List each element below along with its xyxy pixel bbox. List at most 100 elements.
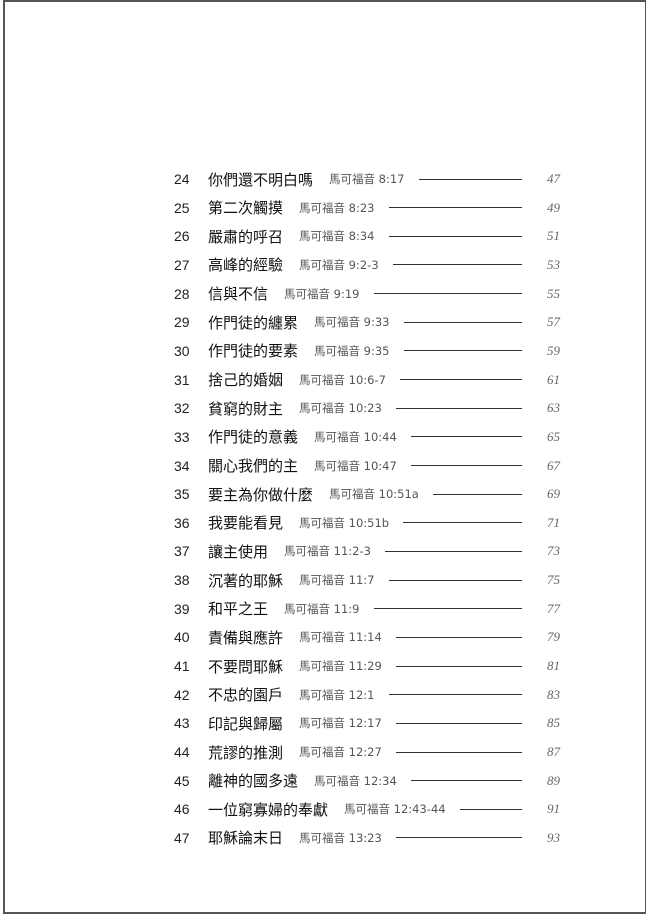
entry-title: 關心我們的主 xyxy=(208,457,299,475)
toc-entry: 34 關心我們的主 馬可福音 10:47 67 xyxy=(174,455,560,477)
entry-title: 不要問耶穌 xyxy=(208,657,284,676)
entry-title: 高峰的經驗 xyxy=(208,256,284,275)
entry-title: 荒謬的推測 xyxy=(208,743,284,762)
leader-line xyxy=(388,235,522,237)
entry-title: 一位窮寡婦的奉獻 xyxy=(208,800,329,819)
page-number: 87 xyxy=(547,744,560,759)
toc-entry: 26 嚴肅的呼召 馬可福音 8:34 51 xyxy=(174,225,560,247)
leader-line xyxy=(459,808,522,810)
leader-line xyxy=(418,178,522,180)
page-number: 53 xyxy=(547,256,560,272)
scripture-reference: 馬可福音 12:1 xyxy=(299,687,375,702)
entry-title: 讓主使用 xyxy=(208,542,269,561)
page-number: 59 xyxy=(547,342,560,358)
entry-number: 41 xyxy=(174,658,190,675)
scripture-reference: 馬可福音 12:17 xyxy=(299,716,382,731)
entry-title: 第二次觸摸 xyxy=(208,199,284,218)
entry-title: 離神的國多遠 xyxy=(208,772,299,791)
toc-entry: 30 作門徒的要素 馬可福音 9:35 59 xyxy=(174,340,560,362)
entry-title: 你們還不明白嗎 xyxy=(208,170,314,189)
page-number: 61 xyxy=(547,371,560,387)
scripture-reference: 馬可福音 11:14 xyxy=(299,630,382,645)
entry-title: 要主為你做什麼 xyxy=(208,485,314,504)
toc-entry: 44 荒謬的推測 馬可福音 12:27 87 xyxy=(174,741,560,763)
scripture-reference: 馬可福音 8:34 xyxy=(299,229,375,244)
page-number: 47 xyxy=(547,171,560,186)
leader-line xyxy=(392,264,522,266)
toc-entry: 29 作門徒的纏累 馬可福音 9:33 57 xyxy=(174,311,560,333)
toc-entry: 40 責備與應許 馬可福音 11:14 79 xyxy=(174,626,560,648)
leader-line xyxy=(403,350,522,352)
entry-title: 信與不信 xyxy=(208,285,269,304)
entry-number: 45 xyxy=(174,772,190,789)
page-number: 91 xyxy=(547,801,560,817)
scripture-reference: 馬可福音 10:47 xyxy=(314,458,397,473)
scripture-reference: 馬可福音 12:34 xyxy=(314,773,397,788)
toc-entry: 41 不要問耶穌 馬可福音 11:29 81 xyxy=(174,655,560,677)
entry-number: 38 xyxy=(174,572,190,589)
page-number: 51 xyxy=(547,228,560,244)
entry-number: 43 xyxy=(174,715,190,732)
entry-number: 28 xyxy=(174,285,190,302)
leader-line xyxy=(395,636,522,638)
page-number: 55 xyxy=(547,285,560,301)
leader-line xyxy=(384,550,522,552)
entry-number: 26 xyxy=(174,228,190,245)
scripture-reference: 馬可福音 9:35 xyxy=(314,343,390,358)
scripture-reference: 馬可福音 9:19 xyxy=(284,286,360,301)
entry-title: 印記與歸屬 xyxy=(208,714,284,733)
leader-line xyxy=(403,522,522,524)
scripture-reference: 馬可福音 11:7 xyxy=(299,573,375,588)
scripture-reference: 馬可福音 10:51a xyxy=(329,487,419,502)
page-number: 63 xyxy=(547,400,560,416)
leader-line xyxy=(388,694,522,696)
toc-entry: 32 貧窮的財主 馬可福音 10:23 63 xyxy=(174,397,560,419)
leader-line xyxy=(395,837,522,839)
scripture-reference: 馬可福音 11:29 xyxy=(299,659,382,674)
scripture-reference: 馬可福音 10:23 xyxy=(299,401,382,416)
leader-line xyxy=(395,722,522,724)
entry-number: 46 xyxy=(174,801,190,818)
toc-entry: 27 高峰的經驗 馬可福音 9:2-3 53 xyxy=(174,254,560,276)
entry-number: 24 xyxy=(174,171,190,187)
page-number: 69 xyxy=(547,486,560,502)
entry-number: 40 xyxy=(174,629,190,646)
page-number: 81 xyxy=(547,658,560,674)
toc-entry: 39 和平之王 馬可福音 11:9 77 xyxy=(174,598,560,620)
scripture-reference: 馬可福音 13:23 xyxy=(299,830,382,845)
page-number: 93 xyxy=(547,829,560,845)
entry-title: 作門徒的意義 xyxy=(208,428,299,447)
entry-number: 42 xyxy=(174,686,190,703)
entry-title: 作門徒的纏累 xyxy=(208,313,299,332)
page-number: 85 xyxy=(547,715,560,731)
entry-number: 33 xyxy=(174,428,190,445)
scripture-reference: 馬可福音 8:17 xyxy=(329,172,405,186)
toc-entry: 45 離神的國多遠 馬可福音 12:34 89 xyxy=(174,770,560,792)
page-number: 89 xyxy=(547,772,560,788)
toc-entry: 47 耶穌論末日 馬可福音 13:23 93 xyxy=(174,827,560,849)
toc-entry: 46 一位窮寡婦的奉獻 馬可福音 12:43-44 91 xyxy=(174,798,560,820)
entry-number: 34 xyxy=(174,457,190,474)
entry-number: 31 xyxy=(174,371,190,388)
entry-number: 32 xyxy=(174,400,190,417)
toc-entry: 42 不忠的園戶 馬可福音 12:1 83 xyxy=(174,684,560,706)
leader-line xyxy=(410,780,522,782)
page-number: 73 xyxy=(547,543,560,559)
entry-number: 36 xyxy=(174,514,190,531)
entry-title: 耶穌論末日 xyxy=(208,829,284,848)
leader-line xyxy=(432,493,522,495)
toc-entry: 37 讓主使用 馬可福音 11:2-3 73 xyxy=(174,540,560,562)
page-number: 77 xyxy=(547,600,560,616)
scripture-reference: 馬可福音 9:33 xyxy=(314,315,390,330)
toc-entry: 36 我要能看見 馬可福音 10:51b 71 xyxy=(174,512,560,534)
entry-number: 25 xyxy=(174,199,190,216)
toc-entry: 28 信與不信 馬可福音 9:19 55 xyxy=(174,283,560,305)
page-number: 75 xyxy=(547,572,560,588)
scripture-reference: 馬可福音 10:51b xyxy=(299,515,390,530)
leader-line xyxy=(388,579,522,581)
page-number: 67 xyxy=(547,457,560,473)
entry-title: 作門徒的要素 xyxy=(208,342,299,361)
page-number: 49 xyxy=(547,199,560,215)
scripture-reference: 馬可福音 8:23 xyxy=(299,200,375,215)
scripture-reference: 馬可福音 9:2-3 xyxy=(299,257,379,272)
